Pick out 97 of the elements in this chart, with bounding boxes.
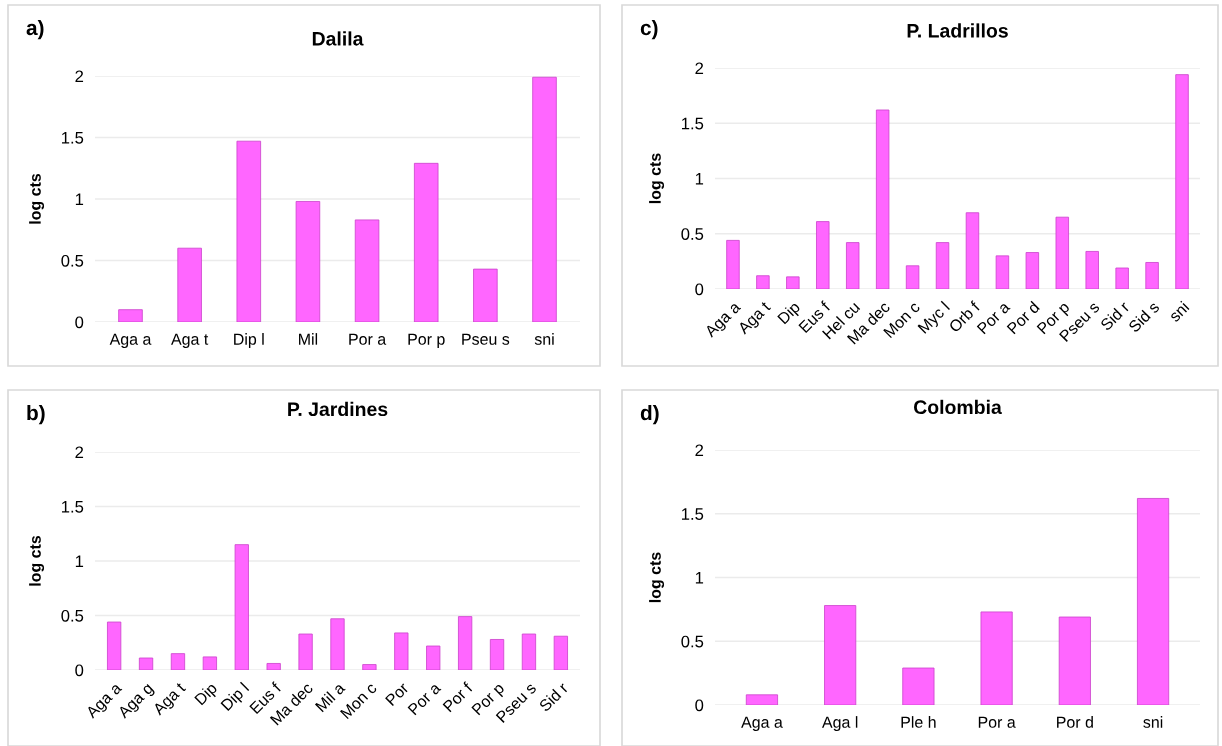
bar	[521, 633, 537, 670]
bar	[824, 605, 857, 705]
text: c)	[640, 19, 658, 40]
y-tick-label: 1	[75, 555, 84, 568]
x-tick-label: sni	[534, 333, 554, 345]
bar	[1058, 616, 1091, 705]
x-tick-label: Mil	[299, 333, 318, 345]
bar	[902, 667, 935, 705]
x-tick-label: sni	[1143, 716, 1163, 728]
y-tick-label: 2	[75, 446, 84, 459]
bar	[995, 255, 1010, 289]
chart-title: P. Jardines	[288, 401, 388, 417]
bar	[553, 635, 568, 670]
bar	[935, 242, 950, 289]
text: a)	[26, 19, 44, 40]
bar	[786, 276, 800, 289]
x-tick-label: Por a	[349, 333, 387, 345]
y-tick-label: 0.5	[61, 254, 84, 267]
bar	[726, 239, 740, 289]
bar	[756, 275, 770, 289]
chart-title: Colombia	[914, 399, 1002, 415]
bar	[1115, 267, 1129, 289]
y-tick-label: 0	[75, 664, 84, 677]
y-tick-label: 1.5	[61, 501, 84, 513]
bar	[236, 140, 262, 322]
bar	[234, 544, 249, 670]
x-tick-label: Aga a	[741, 716, 783, 731]
x-tick-label: Sid s	[1127, 300, 1160, 333]
bar	[138, 657, 154, 670]
y-tick-label: 0	[695, 699, 704, 712]
bar	[1175, 74, 1189, 289]
bar	[202, 656, 217, 670]
bar	[426, 645, 441, 670]
y-tick-label: 1.5	[681, 508, 704, 520]
x-tick-label: Por a	[407, 681, 442, 716]
y-tick-label: 0.5	[681, 228, 704, 240]
chart-title: P. Ladrillos	[907, 23, 1008, 38]
x-tick-label: Ple h	[901, 716, 936, 728]
y-tick-label: 0	[695, 283, 704, 296]
bar	[1055, 216, 1069, 289]
bar	[1085, 251, 1099, 289]
bar	[905, 265, 920, 289]
bar	[170, 653, 186, 670]
bar	[745, 694, 778, 705]
bar	[394, 632, 409, 670]
bar	[532, 76, 557, 322]
bar	[980, 611, 1013, 705]
x-tick-label: Aga l	[821, 716, 858, 731]
bar	[489, 639, 505, 670]
x-tick-label: Por p	[408, 333, 445, 348]
y-tick-label: 0.5	[681, 635, 704, 648]
bar	[875, 109, 890, 289]
y-tick-label: 0	[75, 316, 84, 329]
bar	[1145, 262, 1159, 289]
x-tick-label: Por d	[1057, 716, 1093, 728]
x-tick-label: Pseu s	[462, 333, 510, 345]
x-tick-label: Dip l	[234, 333, 264, 348]
bar	[965, 212, 980, 289]
x-tick-label: Dip l	[220, 681, 250, 711]
bar	[458, 616, 473, 670]
bar	[266, 663, 281, 670]
y-tick-label: 1	[695, 173, 704, 185]
text: d)	[640, 404, 659, 425]
bar	[298, 633, 313, 670]
y-tick-label: 2	[695, 444, 704, 457]
bar	[846, 242, 860, 289]
x-tick-label: Aga t	[171, 333, 209, 348]
bar	[1137, 498, 1170, 705]
y-axis-title: log cts	[29, 173, 45, 224]
bar	[354, 219, 380, 322]
y-tick-label: 2	[75, 70, 84, 83]
bar	[473, 268, 498, 322]
x-tick-label: Aga a	[109, 333, 152, 348]
bar	[362, 664, 377, 670]
bar	[330, 618, 345, 670]
bar	[107, 621, 122, 670]
x-tick-label: Sid r	[538, 681, 569, 713]
x-tick-label: Por a	[978, 716, 1016, 728]
y-tick-label: 1.5	[681, 117, 704, 130]
y-axis-title: log cts	[649, 153, 665, 204]
bar	[118, 309, 143, 322]
y-tick-label: 2	[695, 62, 704, 75]
bar	[413, 162, 439, 322]
x-tick-label: Dip	[193, 681, 220, 708]
y-tick-label: 1.5	[61, 132, 84, 144]
y-axis-title: log cts	[29, 535, 45, 586]
x-tick-label: sni	[1167, 300, 1190, 323]
y-tick-label: 0.5	[61, 609, 84, 622]
bar	[1025, 252, 1040, 289]
y-tick-label: 1	[695, 572, 704, 584]
bar	[295, 201, 321, 322]
chart-title: Dalila	[312, 31, 364, 46]
bar	[177, 247, 202, 322]
bar	[816, 221, 830, 289]
y-tick-label: 1	[75, 193, 84, 206]
text: b)	[27, 404, 45, 425]
y-axis-title: log cts	[649, 552, 665, 603]
